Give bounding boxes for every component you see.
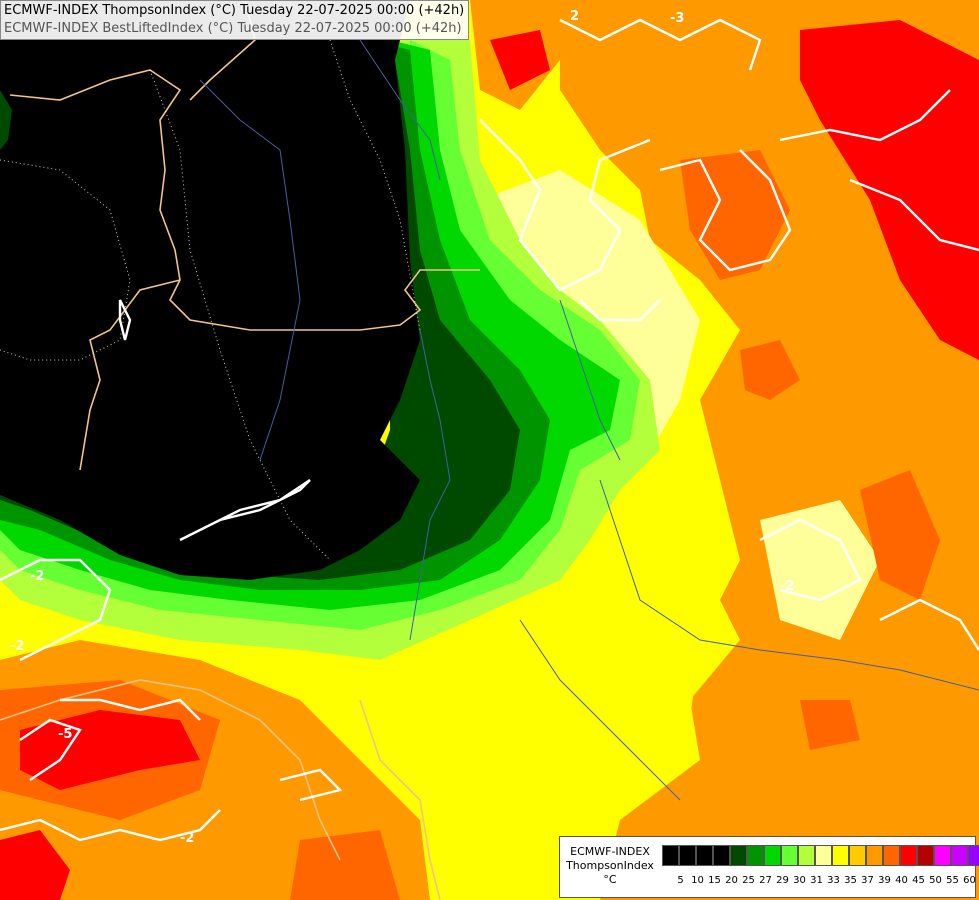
contour-label: -2 (30, 569, 44, 584)
legend-tick: 37 (861, 875, 874, 886)
legend-swatch (730, 845, 747, 866)
legend-tick: 40 (895, 875, 908, 886)
legend-tick: 27 (759, 875, 772, 886)
legend-swatch (781, 845, 798, 866)
dark-orange-east (860, 470, 940, 600)
red-north-small (490, 30, 550, 90)
dark-green-nw-edge (0, 90, 12, 150)
legend-tick: 20 (725, 875, 738, 886)
legend-tick: 5 (677, 875, 684, 886)
legend-tick: 25 (742, 875, 755, 886)
contour-label: -2 (780, 579, 794, 594)
legend-unit: °C (603, 873, 617, 886)
legend-tick: 31 (810, 875, 823, 886)
legend-swatch (883, 845, 900, 866)
contour-label: -2 (180, 831, 194, 846)
orange-field-east (560, 0, 979, 900)
map-title-primary: ECMWF-INDEX ThompsonIndex (°C) Tuesday 2… (4, 3, 465, 18)
dark-orange-center-east (740, 340, 800, 400)
black-region (0, 0, 420, 580)
legend-tick: 15 (708, 875, 721, 886)
contour-label: -5 (58, 727, 72, 742)
legend-model: ECMWF-INDEX (570, 845, 650, 858)
legend-swatch (798, 845, 815, 866)
legend-tick: 45 (912, 875, 925, 886)
legend-tick: 35 (844, 875, 857, 886)
legend-swatch (934, 845, 951, 866)
map-title-secondary: ECMWF-INDEX BestLiftedIndex (°C) Tuesday… (4, 21, 462, 36)
legend-tick: 30 (793, 875, 806, 886)
legend-ticks: 5 10 15 20 25 27 29 30 31 33 35 37 39 40 45 50 55 60 (672, 875, 978, 886)
legend-tick: 29 (776, 875, 789, 886)
map-title-box: ECMWF-INDEX ThompsonIndex (°C) Tuesday 2… (0, 0, 470, 40)
legend-label: ECMWF-INDEX ThompsonIndex °C (560, 845, 660, 887)
yellow-channel (360, 470, 740, 900)
legend-swatch (951, 845, 968, 866)
legend-tick: 33 (827, 875, 840, 886)
legend-tick: 60 (963, 875, 976, 886)
lifted-index-contours (0, 18, 979, 842)
contour-label: -2 (10, 639, 24, 654)
legend-variable: ThompsonIndex (566, 859, 654, 872)
contour-labels: 2 -3 -2 -2 -2 -5 -2 (10, 9, 794, 846)
dark-orange-bottom (290, 830, 400, 900)
legend-swatch (747, 845, 764, 866)
rivers (199, 39, 979, 801)
legend-tick: 50 (929, 875, 942, 886)
legend-swatch (832, 845, 849, 866)
legend-swatch (696, 845, 713, 866)
red-bottom-left (0, 830, 70, 900)
color-legend: ECMWF-INDEX ThompsonIndex °C 5 10 15 20 25 27… (559, 836, 979, 898)
legend-swatch (679, 845, 696, 866)
legend-swatch (764, 845, 781, 866)
legend-swatch (900, 845, 917, 866)
pale-yellow-east (760, 500, 880, 640)
legend-swatch (866, 845, 883, 866)
contour-label: 2 (570, 9, 579, 24)
legend-swatches (662, 845, 979, 866)
legend-swatch (917, 845, 934, 866)
legend-swatch (815, 845, 832, 866)
legend-swatch (713, 845, 730, 866)
contour-label: -3 (670, 11, 684, 26)
legend-swatch (662, 845, 679, 866)
dotted-contours (0, 39, 421, 561)
dark-orange-south (800, 700, 860, 750)
legend-swatch (968, 845, 979, 866)
legend-tick: 39 (878, 875, 891, 886)
legend-tick: 10 (691, 875, 704, 886)
legend-swatch (849, 845, 866, 866)
red-southwest (20, 710, 200, 790)
legend-tick: 55 (946, 875, 959, 886)
